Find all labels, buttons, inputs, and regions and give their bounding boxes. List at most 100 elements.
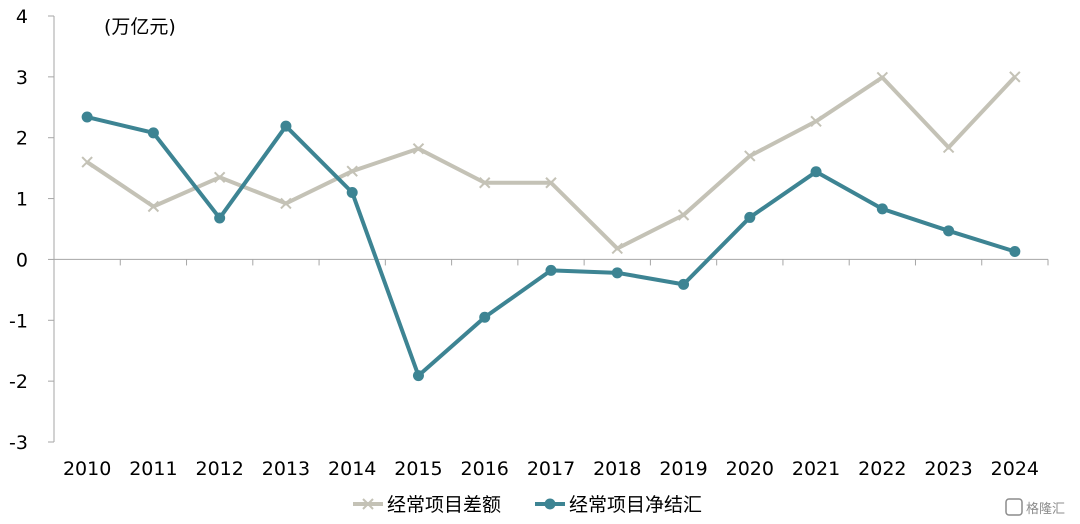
x-marker	[346, 165, 358, 177]
data-point	[545, 264, 557, 276]
y-tick-label: -3	[9, 432, 28, 454]
data-point	[147, 127, 159, 139]
x-marker	[611, 242, 623, 255]
series-line-0	[86, 75, 1017, 251]
legend-label: 经常项目净结汇	[569, 494, 702, 516]
circle-marker	[479, 311, 491, 323]
x-marker	[545, 177, 557, 189]
unit-label: (万亿元)	[104, 16, 176, 38]
x-tick-label: 2016	[461, 458, 509, 480]
x-tick-label: 2014	[328, 458, 376, 480]
circle-marker	[678, 278, 690, 290]
x-marker-legend	[362, 498, 374, 510]
x-tick-label: 2023	[924, 458, 972, 480]
series-line-1	[86, 115, 1016, 378]
circle-marker	[280, 120, 292, 132]
circle-marker	[81, 111, 93, 123]
y-tick-label: -1	[9, 310, 28, 332]
data-point	[214, 212, 226, 224]
series-1	[81, 111, 1021, 382]
y-tick-label: 3	[16, 67, 28, 89]
circle-marker	[744, 211, 756, 223]
data-point	[280, 120, 292, 132]
data-point	[942, 141, 955, 154]
data-point	[744, 150, 756, 162]
x-tick-label: 2011	[129, 458, 177, 480]
y-tick-label: -2	[9, 371, 28, 393]
circle-marker	[1009, 246, 1021, 258]
circle-marker	[810, 166, 822, 178]
data-point	[81, 156, 93, 168]
x-tick-label: 2012	[195, 458, 243, 480]
data-point	[1009, 246, 1021, 258]
series-0	[81, 71, 1021, 255]
x-tick-label: 2021	[792, 458, 840, 480]
x-tick-label: 2013	[262, 458, 310, 480]
circle-marker	[611, 267, 623, 279]
x-marker	[876, 71, 889, 84]
x-marker	[942, 141, 955, 154]
x-marker	[147, 200, 160, 213]
data-point	[810, 166, 822, 178]
data-point	[147, 200, 160, 213]
data-point	[213, 171, 226, 183]
series-layer	[81, 71, 1021, 382]
y-tick-label: 2	[16, 128, 28, 150]
legend-item-0: 经常项目差额	[353, 494, 501, 516]
x-marker	[1009, 71, 1021, 83]
y-tick-label: 4	[16, 6, 28, 28]
data-point	[1009, 71, 1021, 83]
data-point	[412, 142, 425, 155]
legend: 经常项目差额 经常项目净结汇	[353, 494, 702, 516]
circle-marker	[214, 212, 226, 224]
data-point	[611, 267, 623, 279]
data-point	[611, 242, 623, 255]
watermark-logo-icon	[1005, 498, 1023, 516]
x-tick-label: 2015	[394, 458, 442, 480]
data-point	[81, 111, 93, 123]
x-tick-label: 2010	[63, 458, 111, 480]
data-point	[876, 203, 888, 215]
x-marker	[213, 171, 226, 183]
x-marker	[412, 142, 425, 155]
data-point	[280, 197, 292, 210]
watermark-text: 格隆汇	[1026, 501, 1065, 517]
circle-marker	[943, 225, 955, 237]
data-point	[479, 311, 491, 323]
circle-marker	[876, 203, 888, 215]
circle-marker	[346, 186, 358, 198]
data-point	[412, 370, 424, 382]
x-marker	[81, 156, 93, 168]
x-tick-label: 2017	[527, 458, 575, 480]
legend-item-1: 经常项目净结汇	[535, 494, 702, 516]
x-tick-label: 2020	[726, 458, 774, 480]
data-point	[479, 177, 491, 189]
data-point	[346, 186, 358, 198]
x-tick-label: 2022	[858, 458, 906, 480]
x-marker	[810, 115, 822, 127]
x-tick-label: 2018	[593, 458, 641, 480]
data-point	[876, 71, 889, 84]
circle-marker	[545, 264, 557, 276]
watermark: 格隆汇	[1005, 498, 1065, 517]
x-axis: 2010 2011 2012 2013 2014 2015 2016 2017 2018 2019…	[53, 258, 1049, 480]
x-marker	[280, 197, 292, 210]
data-point	[943, 225, 955, 237]
x-tick-label: 2019	[659, 458, 707, 480]
x-marker	[744, 150, 756, 162]
x-marker	[677, 209, 690, 221]
circle-marker	[412, 370, 424, 382]
data-point	[545, 177, 557, 189]
x-tick-label: 2024	[991, 458, 1039, 480]
data-point	[346, 165, 358, 177]
circle-marker	[147, 127, 159, 139]
data-point	[810, 115, 822, 127]
data-point	[677, 209, 690, 221]
data-point	[744, 211, 756, 223]
x-marker	[479, 177, 491, 189]
y-tick-label: 0	[16, 249, 28, 271]
data-point	[678, 278, 690, 290]
y-tick-label: 1	[16, 189, 28, 211]
legend-label: 经常项目差额	[387, 494, 501, 516]
